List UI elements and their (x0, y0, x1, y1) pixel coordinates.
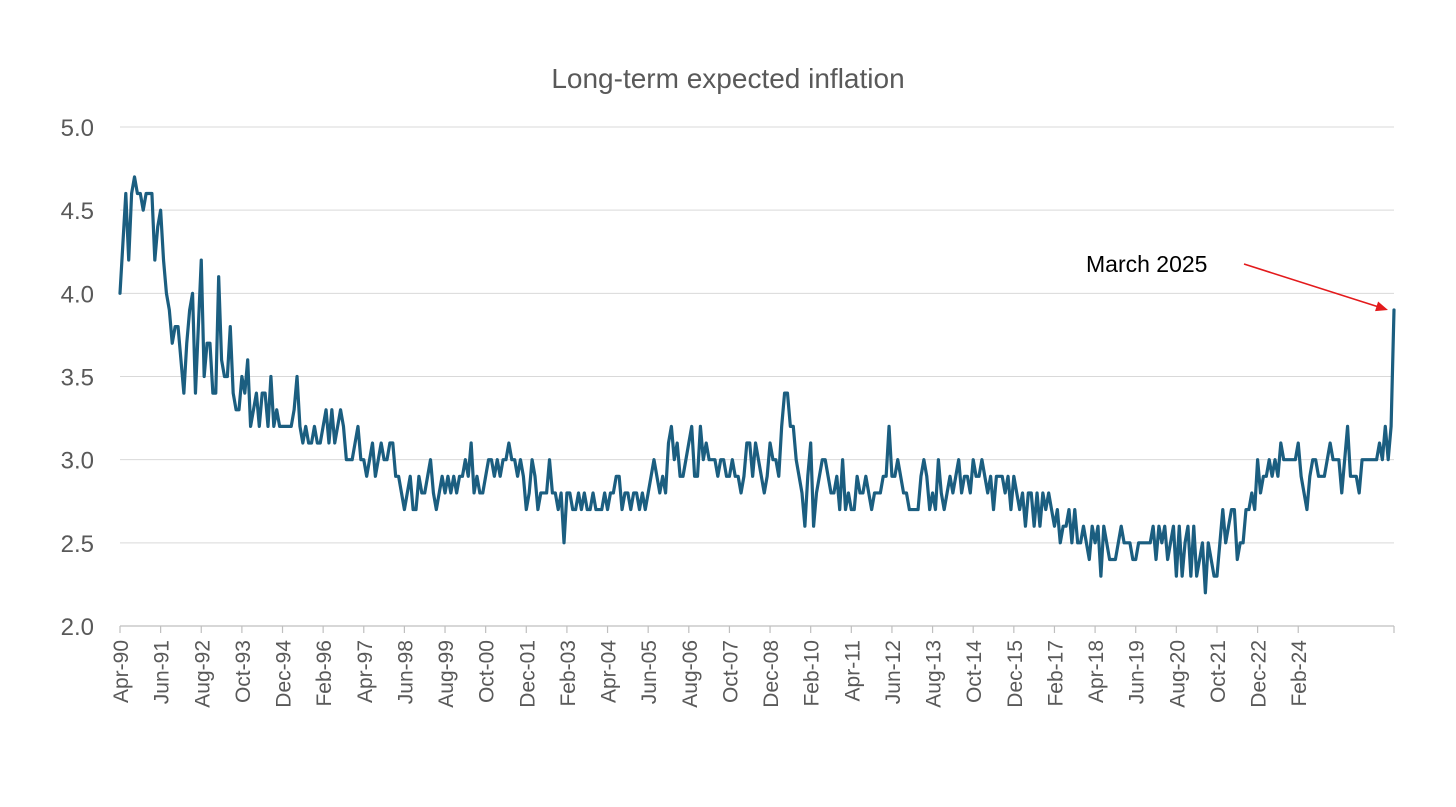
x-tick-label: Aug-92 (191, 640, 214, 708)
x-tick-label: Apr-04 (598, 640, 621, 703)
x-tick-label: Feb-10 (801, 640, 824, 707)
x-tick-label: Jun-98 (394, 640, 417, 704)
x-tick-label: Apr-18 (1085, 640, 1108, 703)
x-tick-label: Feb-17 (1044, 640, 1067, 707)
series-layer (118, 175, 1396, 595)
y-tick-label: 2.5 (61, 531, 94, 558)
chart-title: Long-term expected inflation (551, 63, 904, 94)
x-tick-label: Oct-14 (963, 640, 986, 703)
x-tick-label: Oct-00 (476, 640, 499, 703)
x-tick-label: Oct-93 (232, 640, 255, 703)
annotation-arrowhead (1375, 301, 1388, 312)
y-tick-label: 3.0 (61, 448, 94, 475)
x-tick-label: Dec-01 (516, 640, 539, 708)
x-tick-label: Feb-24 (1288, 640, 1311, 707)
x-axis-ticks: Apr-90 Jun-91 Aug-92 Oct-93 Dec-94 Feb-96 Apr-… (110, 626, 1395, 708)
x-tick-label: Feb-03 (557, 640, 580, 707)
x-tick-label: Jun-12 (882, 640, 905, 704)
series-line (118, 175, 1396, 595)
x-tick-label: Aug-06 (679, 640, 702, 708)
x-tick-label: Oct-21 (1207, 640, 1230, 703)
x-tick-label: Dec-22 (1248, 640, 1271, 708)
x-tick-label: Apr-97 (354, 640, 377, 703)
x-tick-label: Apr-11 (841, 640, 864, 701)
x-tick-label: Oct-07 (719, 640, 742, 703)
y-tick-label: 5.0 (61, 115, 94, 142)
annotation-label: March 2025 (1086, 251, 1207, 277)
x-tick-label: Jun-19 (1126, 640, 1149, 704)
y-tick-label: 4.5 (61, 198, 94, 225)
x-tick-label: Feb-96 (313, 640, 336, 707)
x-tick-label: Dec-15 (1004, 640, 1027, 708)
annotation-layer: March 2025 (1086, 251, 1388, 312)
y-tick-label: 2.0 (61, 614, 94, 641)
y-tick-label: 4.0 (61, 281, 94, 308)
x-tick-label: Aug-20 (1166, 640, 1189, 708)
annotation-arrow (1243, 263, 1381, 309)
gridlines (120, 126, 1394, 627)
x-tick-label: Dec-08 (760, 640, 783, 708)
x-tick-label: Aug-99 (435, 640, 458, 708)
x-tick-label: Jun-91 (151, 640, 174, 704)
y-axis-ticks: 2.0 2.5 3.0 3.5 4.0 4.5 5.0 (61, 115, 94, 641)
x-tick-label: Aug-13 (923, 640, 946, 708)
x-tick-label: Dec-94 (273, 640, 296, 708)
y-tick-label: 3.5 (61, 365, 94, 392)
x-tick-label: Apr-90 (110, 640, 133, 703)
x-tick-label: Jun-05 (638, 640, 661, 704)
